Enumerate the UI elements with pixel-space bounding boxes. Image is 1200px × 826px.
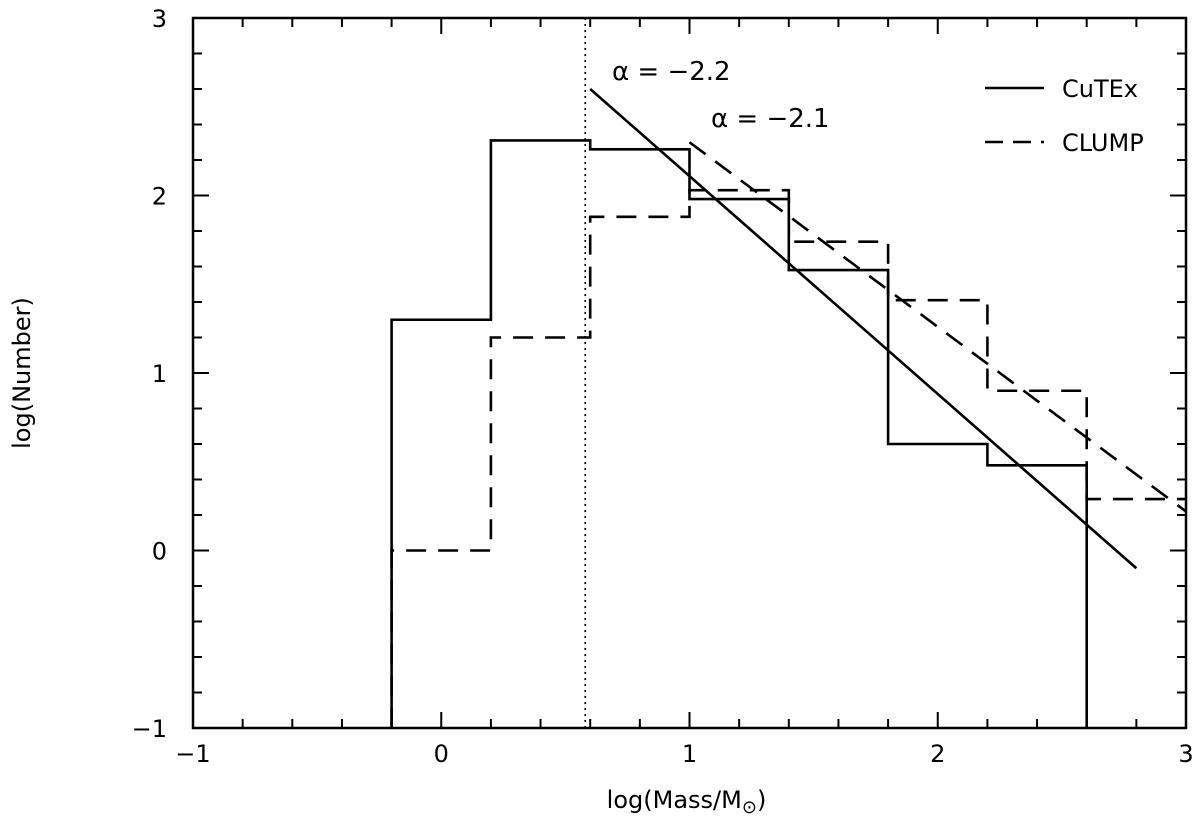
x-tick-label: 2 [930,740,945,768]
x-tick-label: 0 [434,740,449,768]
y-tick-label: 1 [152,360,167,388]
legend: CuTEx CLUMP [985,75,1144,157]
plot-frame [191,16,1188,730]
sun-symbol: ⊙ [742,797,757,818]
fit-label-clump: α = −2.1 [711,104,830,134]
y-tick-label: −1 [132,715,167,743]
y-tick-label: 2 [152,183,167,211]
legend-label-clump: CLUMP [1062,129,1144,157]
legend-label-cutex: CuTEx [1062,75,1138,103]
histogram-cutex [390,139,1088,728]
plot-area [390,18,1187,728]
x-tick-label: 1 [682,740,697,768]
fit-line-clump [688,141,1187,513]
x-tick-label: 3 [1178,740,1193,768]
y-axis-label: log(Number) [8,297,36,449]
x-axis-label: log(Mass/M⊙) [607,786,767,818]
fit-line-cutex [589,88,1138,570]
fit-label-cutex: α = −2.2 [612,57,731,87]
y-tick-label: 3 [152,5,167,33]
x-tick-label: −1 [175,740,210,768]
axis-tick-labels: −1 0 1 2 3 −1 0 1 2 3 [132,5,1194,768]
y-tick-label: 0 [152,538,167,566]
histogram-clump [390,188,1186,728]
